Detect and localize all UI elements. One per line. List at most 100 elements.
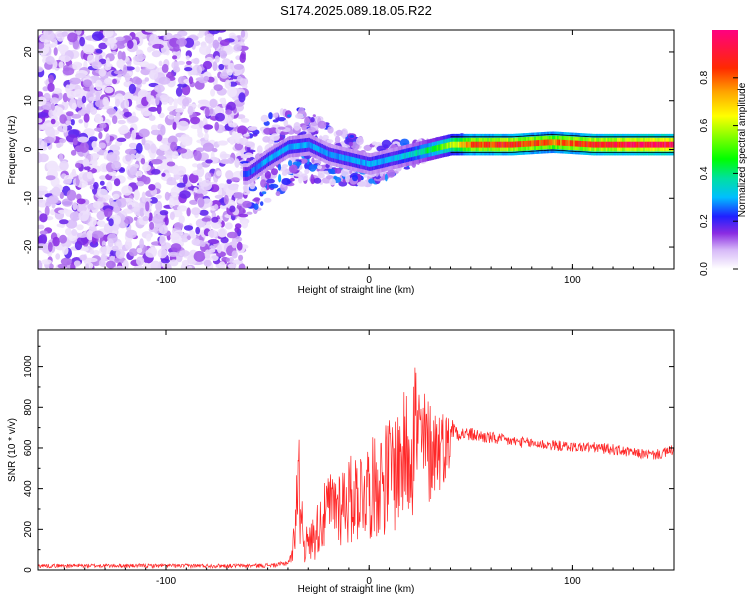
heat-blob — [216, 244, 222, 254]
heat-cell — [646, 141, 649, 148]
heat-blob — [200, 241, 206, 247]
heat-blob — [298, 176, 303, 184]
snr-x-label: Height of straight line (km) — [298, 584, 415, 595]
heat-blob — [59, 114, 67, 124]
heat-cell — [667, 141, 670, 148]
heat-blob — [283, 119, 289, 127]
heat-blob — [322, 134, 329, 140]
heat-blob — [244, 141, 255, 148]
heat-blob — [219, 39, 230, 46]
heat-blob — [70, 149, 77, 156]
heat-blob — [362, 174, 369, 178]
heat-blob — [73, 260, 81, 267]
heat-cell — [565, 140, 568, 146]
heat-blob — [57, 263, 68, 269]
heat-cell — [344, 155, 347, 162]
heat-blob — [172, 121, 177, 130]
heat-blob — [39, 230, 48, 235]
heat-blob — [48, 74, 54, 84]
heat-cell — [615, 141, 618, 148]
heat-blob — [219, 204, 228, 210]
heat-blob — [124, 239, 132, 250]
heat-cell — [331, 152, 334, 158]
heat-cell — [327, 151, 330, 157]
heat-blob — [109, 197, 114, 205]
heat-cell — [400, 153, 404, 160]
heat-blob — [239, 78, 248, 86]
heat-blob — [349, 134, 355, 138]
heat-blob — [204, 132, 209, 141]
heat-blob — [127, 115, 139, 123]
heat-cell — [495, 141, 498, 148]
heat-cell — [571, 140, 574, 147]
heat-blob — [136, 181, 145, 187]
heat-blob — [61, 31, 68, 37]
heat-blob — [132, 95, 139, 101]
heat-blob — [161, 172, 166, 177]
heat-blob — [142, 164, 151, 172]
heat-blob — [150, 129, 162, 136]
heat-blob — [213, 84, 223, 91]
heat-cell — [262, 159, 265, 166]
heat-blob — [138, 54, 147, 60]
heat-blob — [120, 197, 126, 203]
heat-blob — [124, 72, 131, 83]
heat-cell — [558, 139, 561, 146]
heat-blob — [112, 115, 118, 124]
heat-blob — [242, 200, 252, 208]
heat-cell — [490, 141, 493, 148]
heat-cell — [521, 141, 524, 147]
heat-blob — [304, 116, 310, 126]
heat-cell — [626, 141, 630, 148]
heat-blob — [189, 230, 196, 239]
heat-blob — [177, 120, 189, 131]
heat-blob — [275, 191, 281, 197]
heat-blob — [190, 124, 202, 129]
heat-cell — [326, 150, 329, 157]
heat-blob — [139, 207, 145, 218]
heat-blob — [62, 92, 68, 103]
heat-cell — [381, 158, 384, 165]
heat-blob — [260, 114, 269, 123]
heat-blob — [118, 126, 129, 134]
heat-cell — [544, 139, 547, 146]
heat-blob — [281, 164, 289, 168]
heat-cell — [319, 147, 322, 154]
heat-blob — [188, 76, 194, 85]
heat-cell — [623, 141, 626, 148]
heat-cell — [314, 144, 317, 151]
heat-blob — [264, 170, 271, 180]
heat-cell — [363, 159, 366, 166]
colorbar-tick-label: 0.2 — [699, 214, 710, 228]
heat-blob — [60, 257, 73, 266]
heat-blob — [85, 257, 98, 263]
heat-blob — [99, 175, 107, 180]
chart-title: S174.2025.089.18.05.R22 — [280, 3, 432, 18]
heat-blob — [99, 180, 105, 186]
heat-cell — [261, 161, 264, 167]
heat-blob — [133, 189, 140, 201]
heat-blob — [213, 204, 219, 210]
heat-blob — [265, 178, 275, 184]
heat-cell — [399, 154, 402, 160]
heat-blob — [135, 142, 143, 154]
heat-blob — [326, 175, 334, 180]
heat-blob — [135, 66, 141, 73]
heat-cell — [630, 141, 633, 148]
x-tick-label: 100 — [564, 576, 581, 587]
heat-blob — [230, 177, 240, 183]
heat-cell — [599, 141, 602, 148]
heat-blob — [149, 69, 159, 80]
heat-blob — [317, 165, 322, 170]
heat-blob — [177, 83, 188, 88]
heat-blob — [136, 247, 143, 254]
heat-cell — [428, 147, 431, 153]
heat-blob — [112, 193, 120, 200]
heat-blob — [115, 248, 126, 259]
heat-cell — [581, 141, 584, 147]
heat-blob — [128, 83, 136, 94]
heat-cell — [347, 155, 350, 162]
heat-blob — [205, 221, 211, 230]
heat-blob — [128, 248, 138, 257]
heat-blob — [138, 128, 150, 138]
